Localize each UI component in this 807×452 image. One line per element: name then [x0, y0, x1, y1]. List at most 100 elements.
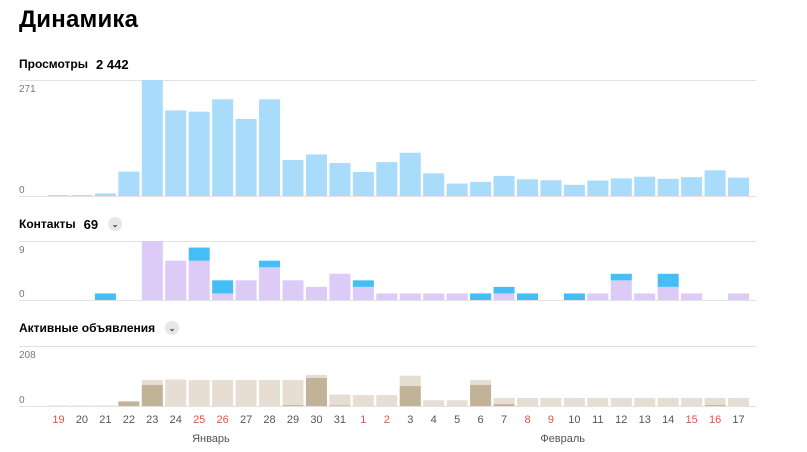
contacts-bar-base — [587, 293, 609, 300]
contacts-bar-base — [728, 293, 750, 300]
x-tick-label: 30 — [310, 414, 322, 426]
views-bar — [305, 154, 327, 196]
contacts-bar-base — [493, 293, 515, 300]
active-bar — [188, 380, 210, 406]
views-bar — [235, 118, 257, 196]
active-bar — [517, 397, 538, 406]
contacts-bar-base — [141, 241, 163, 300]
views-bar — [48, 195, 69, 196]
views-bar — [399, 152, 421, 196]
active-expand-chevron-icon[interactable]: ⌄ — [165, 321, 180, 335]
active-bar — [259, 380, 281, 406]
contacts-bar-base — [423, 293, 445, 300]
active-bar — [235, 380, 257, 406]
active-bar — [704, 397, 726, 406]
contacts-bar-extra — [94, 293, 116, 300]
active-bar — [634, 397, 656, 406]
views-bar — [259, 99, 281, 196]
views-bar — [540, 180, 562, 196]
contacts-bar-base — [235, 280, 257, 300]
x-tick-label: 25 — [193, 414, 205, 426]
active-y-max-label: 208 — [19, 350, 36, 361]
views-bar — [446, 183, 468, 196]
active-bar — [71, 405, 93, 406]
active-bar — [165, 379, 187, 406]
views-bar — [681, 177, 703, 196]
x-tick-label: 2 — [384, 414, 390, 426]
contacts-bar-base — [610, 280, 632, 300]
active-bar-highlight — [118, 401, 140, 406]
active-bar — [681, 397, 703, 406]
views-bar — [634, 176, 656, 196]
active-bar — [352, 395, 374, 406]
contacts-bar-base — [376, 293, 398, 300]
contacts-bar-base — [212, 293, 234, 300]
x-tick-label: 7 — [501, 414, 507, 426]
contacts-bar-extra — [212, 280, 234, 294]
x-tick-label: 23 — [146, 414, 158, 426]
contacts-expand-chevron-icon[interactable]: ⌄ — [108, 217, 123, 231]
x-tick-label: 3 — [407, 414, 413, 426]
x-tick-label: 16 — [709, 414, 721, 426]
contacts-bar-base — [282, 280, 304, 300]
contacts-bar-base — [634, 293, 656, 300]
views-bar — [188, 111, 210, 196]
contacts-bar-extra — [610, 273, 632, 281]
views-bar — [141, 80, 163, 196]
x-tick-label: 4 — [431, 414, 437, 426]
active-bar-highlight — [141, 384, 163, 406]
x-tick-label: 13 — [639, 414, 651, 426]
contacts-bar-extra — [563, 293, 585, 300]
month-label: Февраль — [540, 433, 585, 445]
x-tick-label: 8 — [524, 414, 530, 426]
views-bar — [517, 179, 538, 196]
x-tick-label: 10 — [568, 414, 580, 426]
x-tick-label: 12 — [615, 414, 627, 426]
x-tick-label: 5 — [454, 414, 460, 426]
active-bar-highlight — [493, 404, 515, 406]
contacts-y-min-label: 0 — [19, 289, 25, 300]
active-bar-highlight — [329, 405, 351, 406]
active-bar — [446, 400, 468, 406]
views-y-min-label: 0 — [19, 185, 25, 196]
contacts-bar-extra — [259, 260, 281, 268]
views-bar — [423, 173, 445, 196]
x-tick-label: 19 — [52, 414, 64, 426]
contacts-bar-extra — [493, 286, 515, 294]
page-title: Динамика — [19, 6, 139, 33]
contacts-bar-base — [305, 286, 327, 300]
views-bar — [376, 162, 398, 196]
active-section-header: Активные объявления ⌄ — [19, 319, 180, 337]
active-bar — [282, 380, 304, 406]
x-tick-label: 27 — [240, 414, 252, 426]
contacts-section-header: Контакты 69 ⌄ — [19, 215, 123, 233]
contacts-bar-base — [657, 286, 679, 300]
x-tick-label: 24 — [170, 414, 182, 426]
active-bar — [657, 397, 679, 406]
views-y-max-label: 271 — [19, 84, 36, 95]
contacts-bar-base — [188, 260, 210, 300]
views-section-header: Просмотры 2 442 — [19, 55, 129, 73]
views-bar — [563, 184, 585, 196]
active-bar-highlight — [470, 384, 492, 406]
views-bar — [165, 110, 187, 196]
x-tick-label: 29 — [287, 414, 299, 426]
contacts-bar-base — [329, 273, 351, 300]
x-tick-label: 9 — [548, 414, 554, 426]
active-bar — [493, 397, 515, 406]
active-bar — [728, 397, 750, 406]
contacts-bar-extra — [657, 273, 679, 287]
active-bar-highlight — [282, 405, 304, 406]
active-bar — [540, 397, 562, 406]
views-total: 2 442 — [96, 56, 129, 72]
views-bar — [282, 160, 304, 196]
active-bar — [329, 394, 351, 406]
x-tick-label: 6 — [478, 414, 484, 426]
views-bar — [728, 177, 750, 196]
x-tick-label: 31 — [334, 414, 346, 426]
active-bar — [94, 405, 116, 406]
month-label: Январь — [192, 433, 230, 445]
views-bar — [94, 193, 116, 196]
active-bar-highlight — [704, 405, 726, 406]
